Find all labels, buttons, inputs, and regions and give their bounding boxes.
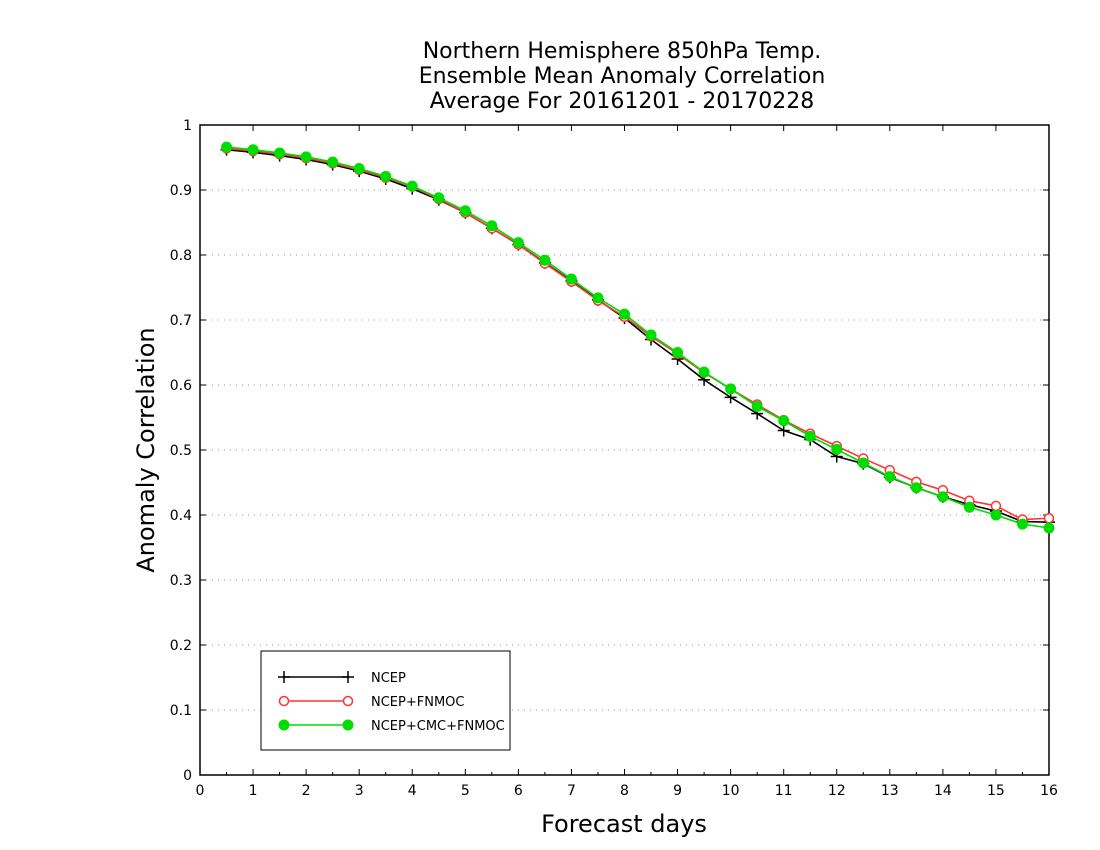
legend-marker	[278, 671, 290, 683]
y-tick-label: 0	[183, 768, 192, 784]
data-point	[406, 180, 418, 192]
y-tick-label: 0.9	[170, 183, 192, 199]
data-point	[672, 347, 684, 358]
data-point	[963, 501, 975, 513]
series-ncep-fnmoc	[221, 143, 1055, 525]
legend-marker	[342, 671, 354, 683]
x-axis-label: Forecast days	[541, 810, 707, 838]
x-tick-label: 8	[620, 783, 629, 799]
data-point	[831, 443, 843, 455]
legend-marker	[342, 719, 354, 731]
data-point	[433, 192, 445, 204]
y-tick-label: 0.8	[170, 248, 192, 264]
data-point	[353, 163, 365, 175]
x-tick-label: 2	[302, 783, 311, 799]
legend-label: NCEP	[371, 671, 406, 686]
series-ncep-cmc-fnmoc	[221, 141, 1055, 534]
data-point	[725, 383, 737, 395]
x-tick-label: 9	[673, 783, 682, 799]
data-point	[459, 205, 471, 217]
y-tick-label: 0.5	[170, 443, 192, 459]
legend-marker	[278, 719, 290, 731]
data-point	[777, 424, 790, 437]
y-tick-label: 0.4	[170, 508, 192, 524]
data-point	[1043, 513, 1055, 524]
grid-lines	[200, 189, 1049, 711]
series-line	[226, 148, 1050, 523]
data-point	[778, 415, 790, 427]
series-line	[226, 146, 1050, 529]
x-tick-label: 1	[249, 783, 258, 799]
legend-item: NCEP	[278, 671, 406, 686]
x-tick-label: 11	[775, 783, 793, 799]
y-tick-label: 0.1	[170, 703, 192, 719]
data-point	[698, 366, 710, 378]
x-tick-label: 0	[196, 783, 205, 799]
series-ncep	[220, 143, 1055, 529]
y-tick-label: 0.2	[170, 638, 192, 654]
chart-title: Northern Hemisphere 850hPa Temp.Ensemble…	[419, 39, 826, 114]
x-tick-label: 7	[567, 783, 576, 799]
chart-title-line: Average For 20161201 - 20170228	[430, 89, 815, 114]
legend-marker	[342, 695, 354, 707]
data-point	[1016, 518, 1028, 530]
x-tick-label: 6	[514, 783, 523, 799]
series-line	[226, 147, 1050, 521]
data-point	[619, 308, 630, 320]
data-point	[247, 144, 259, 156]
chart-title-line: Northern Hemisphere 850hPa Temp.	[423, 39, 822, 64]
legend-label: NCEP+FNMOC	[371, 695, 464, 710]
data-point	[804, 430, 816, 442]
data-point	[512, 237, 524, 249]
data-point	[884, 471, 896, 483]
legend-item: NCEP+CMC+FNMOC	[278, 719, 505, 734]
data-point	[274, 147, 286, 159]
data-point	[539, 254, 551, 266]
x-tick-label: 5	[461, 783, 470, 799]
series-lines	[220, 141, 1055, 534]
y-axis-label: Anomaly Correlation	[132, 327, 160, 572]
data-point	[565, 273, 577, 285]
x-tick-label: 4	[408, 783, 417, 799]
legend-marker	[278, 695, 290, 707]
x-tick-label: 14	[934, 783, 952, 799]
data-point	[300, 151, 312, 163]
data-point	[751, 400, 763, 412]
data-point	[645, 329, 657, 341]
data-point	[592, 292, 604, 304]
data-point	[857, 457, 869, 469]
x-tick-label: 16	[1040, 783, 1058, 799]
data-point	[990, 509, 1002, 521]
legend-label: NCEP+CMC+FNMOC	[371, 719, 505, 734]
x-tick-label: 15	[987, 783, 1005, 799]
y-tick-label: 0.3	[170, 573, 192, 589]
data-point	[910, 482, 922, 494]
x-tick-label: 13	[881, 783, 899, 799]
data-point	[990, 500, 1002, 512]
y-tick-label: 1	[183, 118, 192, 134]
data-point	[221, 141, 233, 153]
x-tick-label: 10	[722, 783, 740, 799]
y-tick-label: 0.7	[170, 313, 192, 329]
data-point	[1043, 522, 1055, 534]
chart-title-line: Ensemble Mean Anomaly Correlation	[419, 64, 826, 89]
x-tick-label: 12	[828, 783, 846, 799]
data-point	[327, 156, 339, 168]
data-point	[380, 170, 392, 182]
x-tick-label: 3	[355, 783, 364, 799]
axis-ticks: 00.10.20.30.40.50.60.70.80.910 1 2 3 4 5 6 7 8 9 1…	[170, 118, 1058, 799]
data-point	[937, 491, 949, 503]
legend-item: NCEP+FNMOC	[278, 695, 464, 710]
y-tick-label: 0.6	[170, 378, 192, 394]
legend: NCEP NCEP+FNMOC NCEP+CMC+FNMOC	[260, 650, 511, 751]
data-point	[486, 220, 498, 232]
